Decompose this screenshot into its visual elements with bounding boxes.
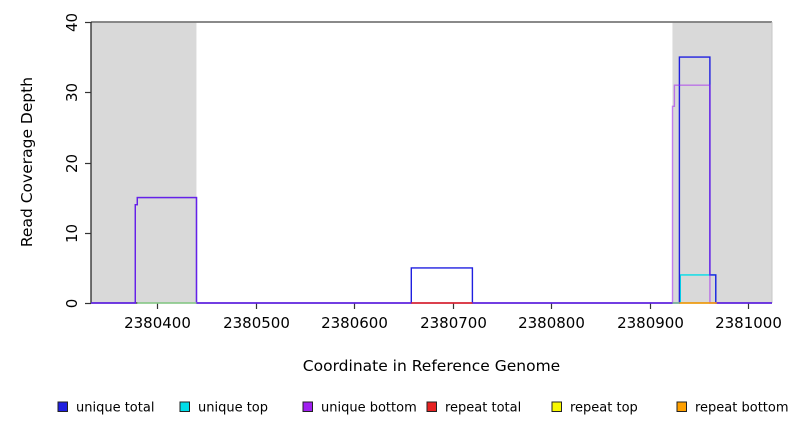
legend-label: repeat bottom xyxy=(695,401,789,416)
legend-swatch-unique-bottom xyxy=(302,401,313,412)
legend-label: repeat total xyxy=(445,401,521,416)
x-tick-label: 2380500 xyxy=(223,314,290,332)
y-tick-label: 30 xyxy=(63,83,81,102)
legend-swatch-repeat-total xyxy=(426,401,437,412)
shaded-repeat-region xyxy=(672,22,772,303)
y-tick-label: 10 xyxy=(63,224,81,243)
x-tick-label: 2380600 xyxy=(321,314,388,332)
legend-label: unique total xyxy=(76,401,154,416)
x-tick-label: 2380900 xyxy=(617,314,684,332)
legend-swatch-unique-top xyxy=(179,401,190,412)
y-tick-label: 40 xyxy=(63,13,81,32)
legend-label: repeat top xyxy=(570,401,638,416)
legend-swatch-repeat-top xyxy=(551,401,562,412)
x-tick-label: 2380400 xyxy=(124,314,191,332)
legend-swatch-repeat-bottom xyxy=(676,401,687,412)
x-tick-label: 2380800 xyxy=(518,314,585,332)
y-tick-label: 20 xyxy=(63,154,81,173)
shaded-repeat-region xyxy=(91,22,197,303)
legend-label: unique bottom xyxy=(321,401,417,416)
legend-label: unique top xyxy=(198,401,268,416)
y-tick-label: 0 xyxy=(63,299,81,309)
legend-swatch-unique-total xyxy=(57,401,68,412)
y-axis-title: Read Coverage Depth xyxy=(18,76,36,248)
x-tick-label: 2381000 xyxy=(715,314,782,332)
x-tick-label: 2380700 xyxy=(420,314,487,332)
x-axis-title: Coordinate in Reference Genome xyxy=(302,357,561,375)
